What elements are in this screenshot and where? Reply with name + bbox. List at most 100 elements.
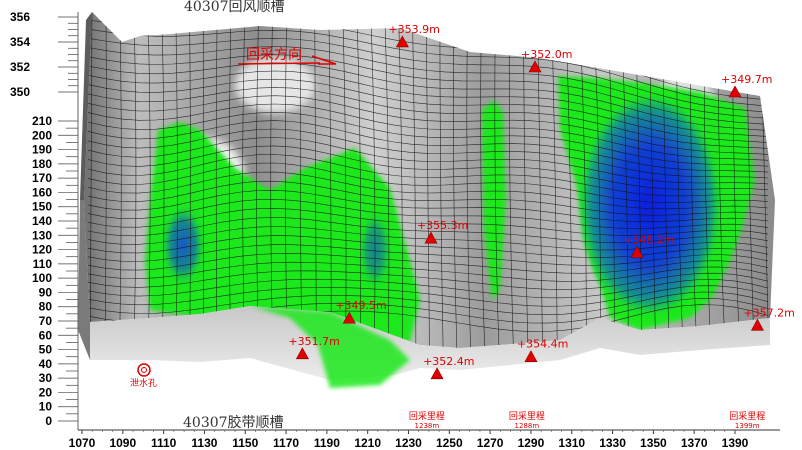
- y-tick-label: 350: [10, 85, 30, 99]
- surface-front: [90, 306, 770, 380]
- y-tick-label: 120: [32, 243, 52, 257]
- elevation-label: +351.7m: [288, 335, 339, 348]
- drain-label: 泄水孔: [130, 377, 157, 389]
- elevation-marker: +352.0m: [521, 48, 572, 73]
- drainage-hole: 泄水孔: [130, 363, 157, 389]
- y-tick-label: 170: [32, 171, 52, 185]
- elevation-label: +352.0m: [521, 48, 572, 61]
- triangle-marker-icon: [524, 350, 538, 363]
- y-tick-label: 200: [32, 128, 52, 142]
- y-tick-label: 356: [10, 10, 30, 24]
- elevation-marker: +352.4m: [423, 355, 475, 380]
- y-tick-label: 90: [39, 285, 53, 299]
- front-green: [250, 306, 410, 388]
- elevation-marker: +353.9m: [388, 23, 440, 48]
- x-tick-label: 1110: [151, 436, 177, 450]
- x-tick-label: 1290: [518, 436, 545, 450]
- triangle-marker-icon: [528, 60, 542, 73]
- y-tick-label: 352: [10, 60, 30, 74]
- x-tick-label: 1190: [314, 436, 340, 450]
- elevation-markers: +353.9m +352.0m +349.7m +355.3m +348.2m +349.…: [288, 23, 795, 380]
- bottom-title: 40307胶带顺槽: [183, 414, 284, 431]
- x-tick-label: 1350: [640, 436, 667, 450]
- mileage-label: 回采里程: [509, 411, 545, 422]
- x-tick-label: 1390: [722, 436, 749, 450]
- x-tick-label: 1090: [109, 436, 136, 450]
- elevation-label: +349.5m: [335, 299, 386, 312]
- triangle-marker-icon: [424, 231, 438, 244]
- top-title: 40307回风顺槽: [184, 0, 285, 15]
- y-tick-label: 10: [39, 400, 53, 414]
- x-tick-label: 1210: [354, 436, 381, 450]
- elevation-label: +348.2m: [623, 233, 674, 246]
- triangle-marker-icon: [728, 85, 742, 98]
- surface-left-face: [78, 200, 90, 360]
- y-tick-label: 354: [10, 35, 30, 49]
- y-tick-label: 180: [32, 157, 52, 171]
- triangle-marker-icon: [750, 318, 764, 331]
- elevation-marker: +355.3m: [417, 219, 468, 244]
- y-tick-label: 20: [39, 385, 53, 399]
- mileage-label: 回采里程: [409, 411, 445, 422]
- elevation-marker: +349.5m: [335, 299, 387, 324]
- x-axis: 1070 1090 1110 1130 1150 1170 1190 1210 1230 1250…: [69, 429, 780, 450]
- direction-arrow-icon: [311, 55, 337, 65]
- y-tick-label: 60: [39, 328, 53, 342]
- y-tick-label: 100: [32, 271, 52, 285]
- mining-direction: 回采方向: [237, 47, 337, 65]
- y-tick-label: 70: [39, 314, 53, 328]
- y-axis: 2102001901801701601501401301201101009080…: [10, 10, 79, 430]
- triangle-marker-icon: [395, 35, 409, 48]
- y-tick-label: 140: [32, 214, 52, 228]
- x-tick-label: 1310: [558, 436, 585, 450]
- elevation-label: +353.9m: [388, 23, 439, 36]
- y-tick-label: 110: [33, 257, 53, 271]
- triangle-marker-icon: [342, 311, 356, 324]
- mileage-value: 1288m: [515, 422, 540, 430]
- x-tick-label: 1250: [436, 436, 463, 450]
- direction-label: 回采方向: [246, 47, 302, 63]
- elevation-label: +355.3m: [417, 219, 468, 232]
- y-tick-label: 130: [32, 228, 52, 242]
- x-tick-label: 1330: [599, 436, 626, 450]
- x-tick-label: 1170: [273, 436, 299, 450]
- surface-left-edge: [80, 12, 92, 200]
- y-tick-label: 150: [32, 200, 52, 214]
- mileage-value: 1238m: [415, 422, 440, 430]
- elevation-label: +357.2m: [743, 306, 794, 319]
- triangle-marker-icon: [430, 367, 444, 380]
- y-tick-label: 160: [32, 185, 52, 199]
- x-tick-label: 1130: [191, 436, 217, 450]
- elevation-marker: +349.7m: [721, 73, 772, 98]
- mileage-label: 回采里程: [729, 411, 765, 422]
- drain-hole-icon: [137, 363, 151, 377]
- elevation-marker: +351.7m: [288, 335, 340, 360]
- elevation-label: +354.4m: [517, 338, 568, 351]
- elevation-label: +349.7m: [721, 73, 772, 86]
- triangle-marker-icon: [630, 245, 644, 258]
- elevation-marker: +354.4m: [517, 338, 568, 363]
- y-tick-label: 0: [45, 414, 52, 428]
- y-tick-label: 30: [39, 371, 53, 385]
- y-tick-label: 210: [32, 114, 52, 128]
- x-tick-label: 1070: [69, 436, 96, 450]
- y-tick-label: 80: [39, 300, 53, 314]
- y-tick-label: 50: [39, 343, 53, 357]
- y-tick-label: 190: [32, 143, 52, 157]
- elevation-label: +352.4m: [423, 355, 474, 368]
- elevation-marker: +348.2m: [623, 233, 674, 258]
- mileage-value: 1399m: [735, 422, 760, 430]
- x-tick-label: 1150: [232, 436, 258, 450]
- y-tick-label: 40: [39, 357, 53, 371]
- x-tick-label: 1230: [395, 436, 422, 450]
- x-tick-label: 1370: [681, 436, 708, 450]
- x-tick-label: 1270: [477, 436, 504, 450]
- triangle-marker-icon: [295, 347, 309, 360]
- elevation-marker: +357.2m: [743, 306, 795, 331]
